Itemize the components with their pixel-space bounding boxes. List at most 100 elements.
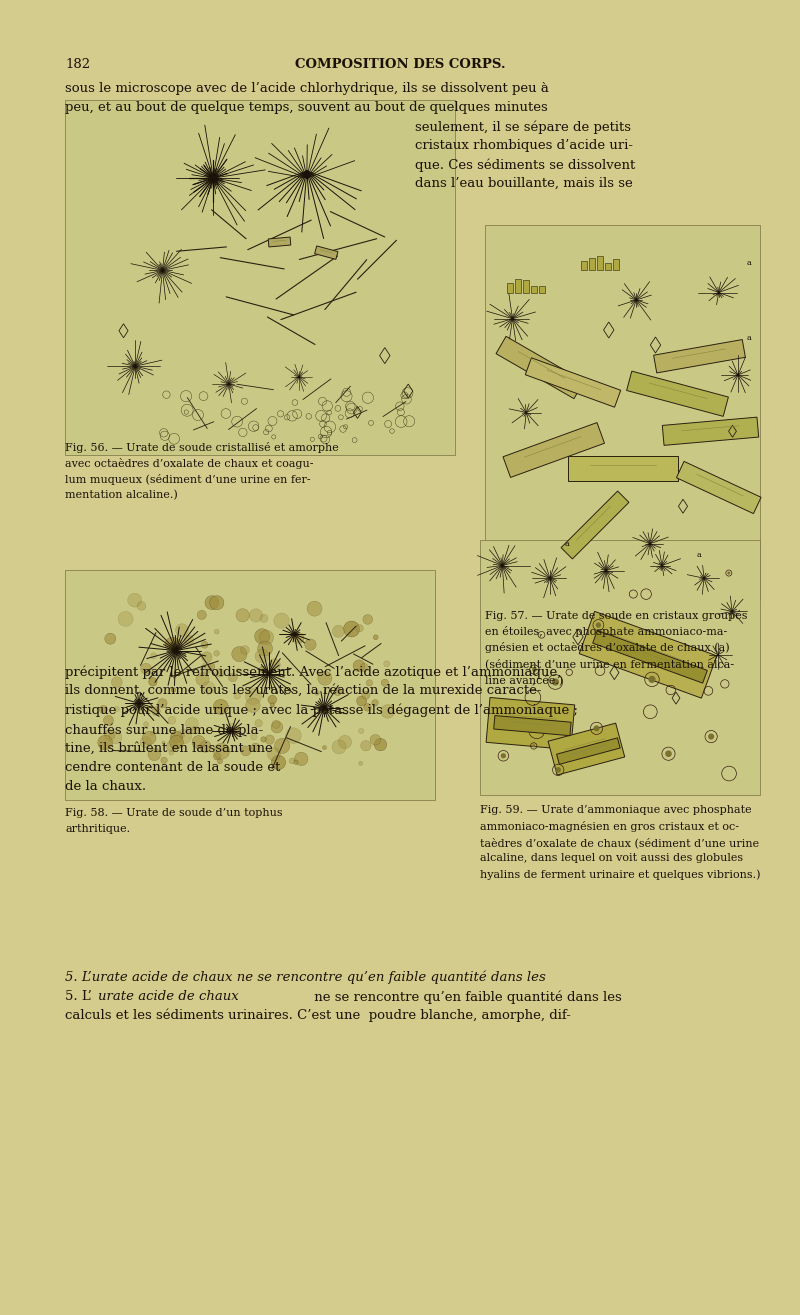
Circle shape [594,726,599,731]
Text: taèdres d’oxalate de chaux (sédiment d’une urine: taèdres d’oxalate de chaux (sédiment d’u… [480,838,759,848]
Circle shape [695,673,699,677]
Circle shape [374,739,386,751]
Bar [523,280,529,292]
Circle shape [322,746,326,750]
Circle shape [343,621,359,636]
Circle shape [267,748,280,760]
Polygon shape [268,237,291,247]
Circle shape [214,743,230,759]
Circle shape [381,705,394,718]
Circle shape [167,638,182,654]
Circle shape [191,726,198,734]
Circle shape [255,650,269,663]
Circle shape [332,740,346,753]
Circle shape [362,692,370,700]
Circle shape [382,679,389,686]
Circle shape [274,613,290,629]
Circle shape [255,719,262,727]
Circle shape [265,735,274,744]
Text: a: a [565,539,570,548]
Circle shape [360,664,368,672]
Bar [485,225,760,600]
Text: ne se rencontre qu’en faible quantité dans les: ne se rencontre qu’en faible quantité da… [310,990,622,1003]
Circle shape [177,729,192,744]
Circle shape [228,723,237,732]
Circle shape [315,690,319,696]
Circle shape [197,610,206,619]
Text: cendre contenant de la soude et: cendre contenant de la soude et [65,761,280,775]
Circle shape [269,659,280,671]
Polygon shape [548,723,625,775]
Text: gnésien et octaèdres d’oxalate de chaux (a): gnésien et octaèdres d’oxalate de chaux … [485,642,730,654]
Circle shape [148,748,161,760]
Circle shape [241,646,250,655]
Circle shape [98,735,113,750]
Text: 5. L’: 5. L’ [65,990,92,1003]
Circle shape [665,751,672,757]
Circle shape [358,761,362,765]
Circle shape [259,667,266,673]
Text: ammoniaco-magnésien en gros cristaux et oc-: ammoniaco-magnésien en gros cristaux et … [480,821,739,832]
Text: dans l’eau bouillante, mais ils se: dans l’eau bouillante, mais ils se [415,178,633,189]
Circle shape [162,742,165,744]
Circle shape [202,642,208,648]
Circle shape [648,676,655,682]
Circle shape [111,677,122,688]
Text: ils donnent, comme tous les urates, la réaction de la murexide caracté-: ils donnent, comme tous les urates, la r… [65,684,542,697]
Circle shape [229,673,237,681]
Polygon shape [314,246,338,259]
Polygon shape [561,490,629,559]
Text: tine, ils brûlent en laissant une: tine, ils brûlent en laissant une [65,742,273,755]
Bar [531,287,537,292]
Bar [65,569,435,800]
Circle shape [196,672,209,686]
Polygon shape [557,738,620,764]
Text: chauffés sur une lame de pla-: chauffés sur une lame de pla- [65,723,263,736]
Text: précipitent par le refroidissement. Avec l’acide azotique et l’ammoniaque,: précipitent par le refroidissement. Avec… [65,665,562,679]
Circle shape [170,735,183,750]
Circle shape [268,696,277,704]
Circle shape [231,727,239,735]
Circle shape [532,667,537,672]
Circle shape [532,744,535,747]
Text: calculs et les sédiments urinaires. C’est une  poudre blanche, amorphe, dif-: calculs et les sédiments urinaires. C’es… [65,1009,571,1023]
Circle shape [232,647,247,661]
Bar [614,259,619,270]
Circle shape [192,735,206,748]
Circle shape [286,729,302,743]
Text: a: a [746,259,751,267]
Polygon shape [593,630,707,682]
Text: ristique pour l’acide urique ; avec la potasse ils dégagent de l’ammoniaque ;: ristique pour l’acide urique ; avec la p… [65,704,578,717]
Circle shape [128,593,142,608]
Text: arthritique.: arthritique. [65,825,130,834]
Circle shape [171,688,176,692]
Circle shape [318,671,332,685]
Text: hyalins de ferment urinaire et quelques vibrions.): hyalins de ferment urinaire et quelques … [480,869,761,880]
Circle shape [596,622,601,627]
Circle shape [236,669,240,672]
Circle shape [114,706,119,711]
Text: Fig. 57. — Urate de soude en cristaux groupés: Fig. 57. — Urate de soude en cristaux gr… [485,610,747,621]
Text: Fig. 59. — Urate d’ammoniaque avec phosphate: Fig. 59. — Urate d’ammoniaque avec phosp… [480,805,752,815]
Circle shape [305,639,316,651]
Circle shape [374,635,378,639]
Circle shape [208,663,215,669]
Circle shape [250,609,262,622]
Circle shape [218,759,222,764]
Circle shape [175,623,188,636]
Text: de la chaux.: de la chaux. [65,780,146,793]
Text: (sédiment d’une urine en fermentation alca-: (sédiment d’une urine en fermentation al… [485,658,734,669]
Circle shape [708,734,714,739]
Polygon shape [579,611,717,698]
Circle shape [271,755,286,769]
Circle shape [294,760,298,764]
Bar [598,256,603,270]
Text: 182: 182 [65,58,90,71]
Text: a: a [697,551,702,559]
Bar [539,287,545,292]
Circle shape [364,704,371,711]
Circle shape [105,634,116,644]
Circle shape [202,681,215,694]
Circle shape [271,721,283,732]
Polygon shape [654,339,746,373]
